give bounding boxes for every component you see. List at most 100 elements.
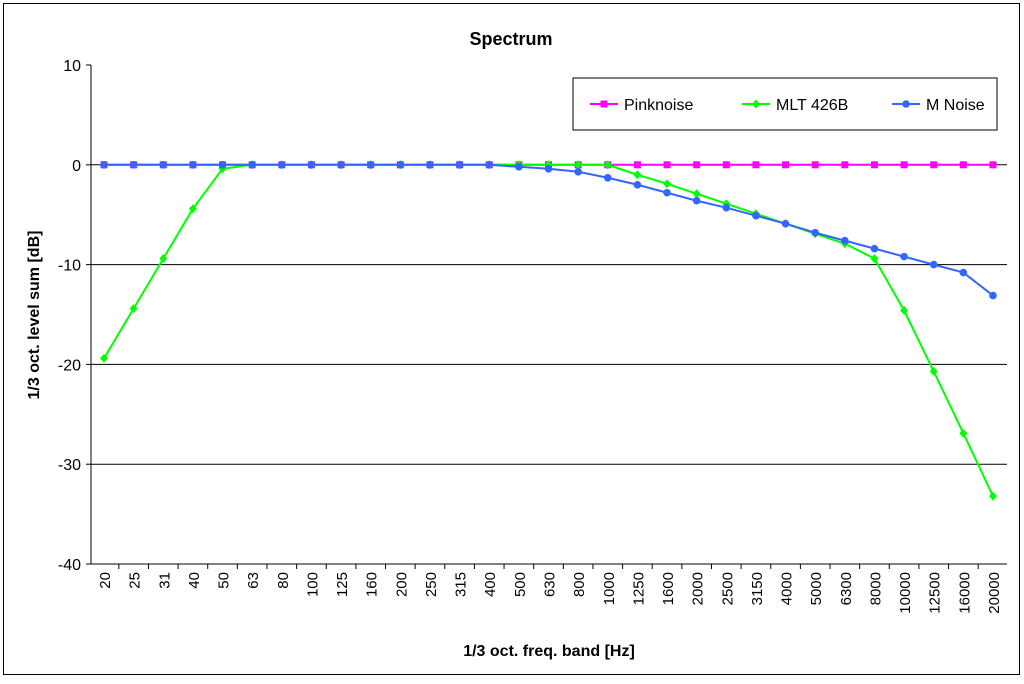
- data-point: [929, 366, 938, 376]
- data-point: [811, 161, 819, 169]
- data-point: [248, 161, 256, 169]
- data-point: [900, 252, 908, 261]
- x-tick-label: 8000: [867, 572, 884, 605]
- series-m-noise: [100, 161, 997, 300]
- chart-title: Spectrum: [469, 29, 552, 49]
- data-point: [752, 99, 760, 109]
- x-tick-label: 800: [571, 572, 588, 597]
- data-point: [188, 204, 197, 214]
- data-point: [603, 160, 612, 170]
- data-point: [633, 180, 642, 189]
- x-tick-label: 630: [542, 572, 559, 597]
- data-point: [426, 161, 434, 169]
- data-point: [692, 196, 701, 205]
- data-point: [278, 161, 286, 169]
- data-point: [841, 236, 849, 245]
- legend-label: M Noise: [926, 97, 985, 114]
- data-point: [485, 161, 494, 169]
- data-point: [900, 306, 909, 316]
- x-tick-label: 4000: [779, 572, 796, 605]
- y-tick-label: -40: [58, 557, 81, 574]
- data-point: [600, 100, 608, 108]
- y-tick-label: 0: [72, 158, 81, 175]
- x-tick-label: 20: [97, 572, 114, 589]
- data-point: [307, 161, 316, 169]
- data-point: [100, 353, 108, 363]
- data-point: [100, 161, 108, 169]
- data-point: [900, 161, 908, 169]
- x-tick-label: 250: [423, 572, 440, 597]
- y-tick-label: -10: [58, 258, 81, 275]
- data-point: [989, 291, 997, 300]
- x-tick-label: 6300: [838, 572, 855, 605]
- data-point: [902, 100, 910, 108]
- data-point: [811, 228, 819, 237]
- data-point: [752, 211, 760, 220]
- x-tick-label: 2500: [719, 572, 736, 605]
- data-point: [337, 161, 345, 169]
- x-tick-label: 160: [364, 572, 381, 597]
- data-point: [544, 164, 553, 173]
- x-tick-label: 20000: [986, 572, 1003, 614]
- legend-entry: MLT 426B: [742, 97, 848, 114]
- data-point: [633, 170, 642, 180]
- legend-box: [572, 77, 998, 131]
- y-axis-label: 1/3 oct. level sum [dB]: [26, 231, 43, 400]
- x-tick-label: 1600: [660, 572, 677, 605]
- data-point: [959, 268, 968, 277]
- y-tick-label: -30: [58, 457, 81, 474]
- x-tick-label: 63: [245, 572, 262, 589]
- data-point: [129, 161, 138, 169]
- data-point: [633, 161, 641, 169]
- data-point: [603, 173, 612, 182]
- data-point: [841, 161, 849, 169]
- x-tick-label: 31: [156, 572, 173, 589]
- legend-entry: Pinknoise: [590, 97, 693, 114]
- x-tick-label: 50: [216, 572, 233, 589]
- legend-entry: M Noise: [892, 97, 985, 114]
- x-tick-label: 125: [334, 572, 351, 597]
- x-tick-label: 5000: [808, 572, 825, 605]
- data-point: [722, 203, 731, 212]
- data-point: [189, 161, 197, 169]
- data-point: [159, 161, 168, 169]
- x-tick-label: 315: [453, 572, 470, 597]
- data-point: [129, 304, 138, 314]
- series-layer: [100, 160, 997, 501]
- data-point: [752, 161, 760, 169]
- data-point: [396, 161, 405, 169]
- x-tick-label: 3150: [749, 572, 766, 605]
- y-tick-label: 10: [63, 58, 81, 75]
- x-tick-label: 500: [512, 572, 529, 597]
- x-tick-label: 1000: [601, 572, 618, 605]
- x-tick-label: 100: [304, 572, 321, 597]
- x-tick-label: 2000: [690, 572, 707, 605]
- data-point: [663, 161, 671, 169]
- data-point: [366, 161, 375, 169]
- x-tick-label: 12500: [927, 572, 944, 614]
- data-point: [574, 167, 582, 176]
- data-point: [693, 161, 701, 169]
- x-tick-label: 200: [393, 572, 410, 597]
- data-point: [515, 162, 523, 171]
- data-point: [159, 254, 168, 264]
- data-point: [870, 161, 878, 169]
- data-point: [959, 428, 968, 438]
- legend-label: MLT 426B: [776, 97, 848, 114]
- data-point: [663, 179, 672, 189]
- data-point: [722, 161, 730, 169]
- data-point: [574, 160, 583, 170]
- y-tick-label: -20: [58, 357, 81, 374]
- x-tick-label: 16000: [956, 572, 973, 614]
- data-point: [959, 161, 967, 169]
- legend-label: Pinknoise: [624, 97, 693, 114]
- x-tick-label: 10000: [897, 572, 914, 614]
- x-tick-label: 1250: [630, 572, 647, 605]
- legend: Pinknoise MLT 426B M Noise: [572, 77, 998, 131]
- data-point: [781, 219, 790, 228]
- x-axis-label: 1/3 oct. freq. band [Hz]: [463, 643, 635, 660]
- data-point: [218, 161, 227, 169]
- data-point: [930, 161, 938, 169]
